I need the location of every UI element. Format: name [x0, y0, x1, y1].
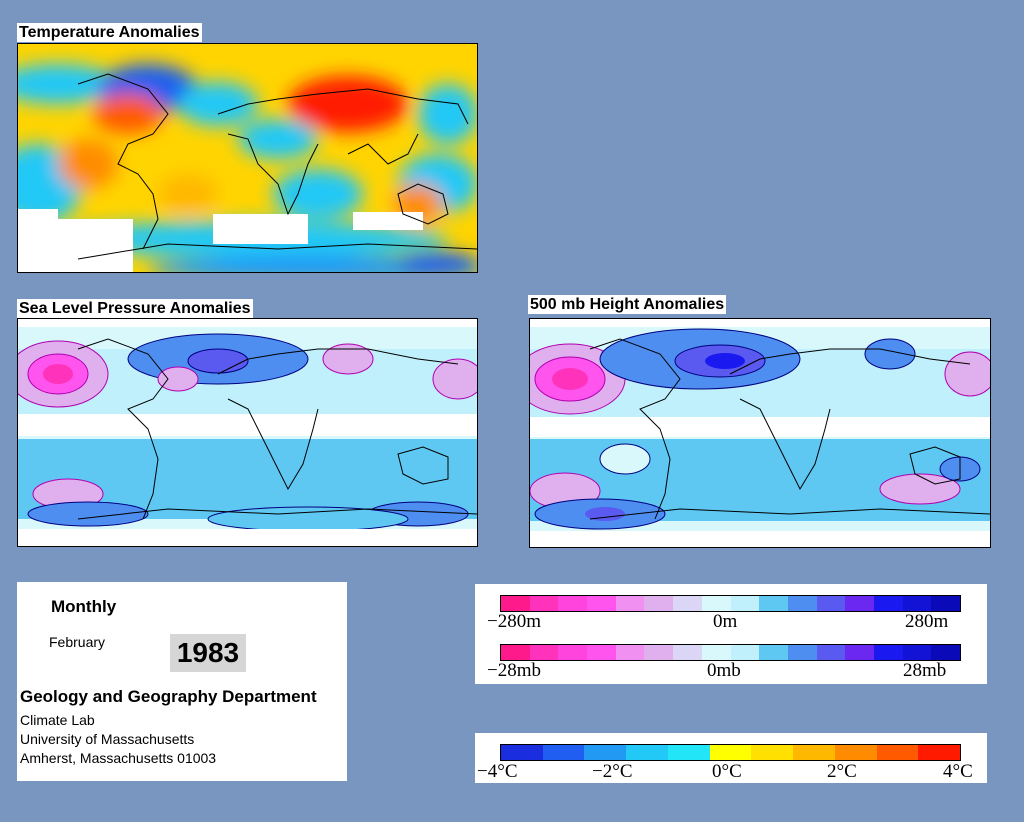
- color-swatch: [834, 745, 877, 760]
- color-swatch: [558, 596, 588, 611]
- color-swatch: [793, 745, 835, 760]
- color-swatch: [751, 745, 794, 760]
- color-swatch: [816, 596, 846, 611]
- color-swatch: [626, 745, 668, 760]
- color-swatch: [501, 745, 543, 760]
- color-swatch: [816, 645, 846, 660]
- color-swatch: [787, 596, 817, 611]
- color-swatch: [615, 596, 645, 611]
- address: Amherst, Massachusetts 01003: [20, 750, 217, 766]
- color-swatch: [931, 596, 960, 611]
- color-swatch: [529, 596, 559, 611]
- color-swatch: [542, 745, 585, 760]
- color-swatch: [667, 745, 710, 760]
- temp-tick-label: 2°C: [827, 761, 857, 782]
- temperature-anomaly-map: [17, 43, 478, 273]
- height-max-label: 280m: [905, 611, 949, 632]
- color-swatch: [673, 596, 702, 611]
- color-swatch: [730, 596, 760, 611]
- color-swatch: [501, 596, 530, 611]
- slp-panel-title: Sea Level Pressure Anomalies: [17, 299, 253, 318]
- color-swatch: [730, 645, 760, 660]
- color-swatch: [615, 645, 645, 660]
- lab-name: Climate Lab: [20, 712, 95, 728]
- year-display: 1983: [170, 634, 246, 672]
- temp-tick-label: 4°C: [943, 761, 973, 782]
- university-name: University of Massachusetts: [20, 731, 195, 747]
- temperature-panel-title: Temperature Anomalies: [17, 23, 202, 42]
- color-swatch: [873, 596, 903, 611]
- color-swatch: [902, 596, 932, 611]
- color-swatch: [931, 645, 960, 660]
- color-swatch: [902, 645, 932, 660]
- month-label: February: [49, 634, 106, 650]
- color-swatch: [584, 745, 627, 760]
- pressure-color-scale: [500, 644, 961, 661]
- color-swatch: [644, 645, 674, 660]
- department-name: Geology and Geography Department: [20, 687, 317, 706]
- color-swatch: [759, 596, 788, 611]
- color-swatch: [701, 645, 731, 660]
- height-min-label: −280m: [487, 611, 541, 632]
- color-swatch: [845, 645, 874, 660]
- pressure-min-label: −28mb: [487, 660, 541, 681]
- pressure-mid-label: 0mb: [707, 660, 741, 681]
- color-swatch: [759, 645, 788, 660]
- color-swatch: [529, 645, 559, 660]
- color-swatch: [918, 745, 961, 760]
- color-swatch: [787, 645, 817, 660]
- color-swatch: [701, 596, 731, 611]
- height-mid-label: 0m: [713, 611, 738, 632]
- temp-tick-label: 0°C: [712, 761, 742, 782]
- temp-tick-label: −4°C: [477, 761, 518, 782]
- height500-anomaly-map: [529, 318, 991, 548]
- color-swatch: [587, 596, 616, 611]
- height-pressure-legend: −280m 0m 280m −28mb 0mb 28mb: [475, 584, 987, 684]
- temperature-color-scale: [500, 744, 961, 761]
- color-swatch: [587, 645, 616, 660]
- color-swatch: [644, 596, 674, 611]
- slp-anomaly-map: [17, 318, 478, 547]
- color-swatch: [845, 596, 874, 611]
- color-swatch: [673, 645, 702, 660]
- temp-tick-label: −2°C: [592, 761, 633, 782]
- pressure-max-label: 28mb: [903, 660, 947, 681]
- frequency-label: Monthly: [51, 597, 117, 616]
- height500-panel-title: 500 mb Height Anomalies: [528, 295, 727, 314]
- color-swatch: [876, 745, 919, 760]
- color-swatch: [558, 645, 588, 660]
- color-swatch: [501, 645, 530, 660]
- info-box: Monthly February 1983 Geology and Geogra…: [17, 582, 347, 781]
- height-color-scale: [500, 595, 961, 612]
- temperature-legend: −4°C −2°C 0°C 2°C 4°C: [475, 733, 987, 783]
- color-swatch: [873, 645, 903, 660]
- color-swatch: [709, 745, 752, 760]
